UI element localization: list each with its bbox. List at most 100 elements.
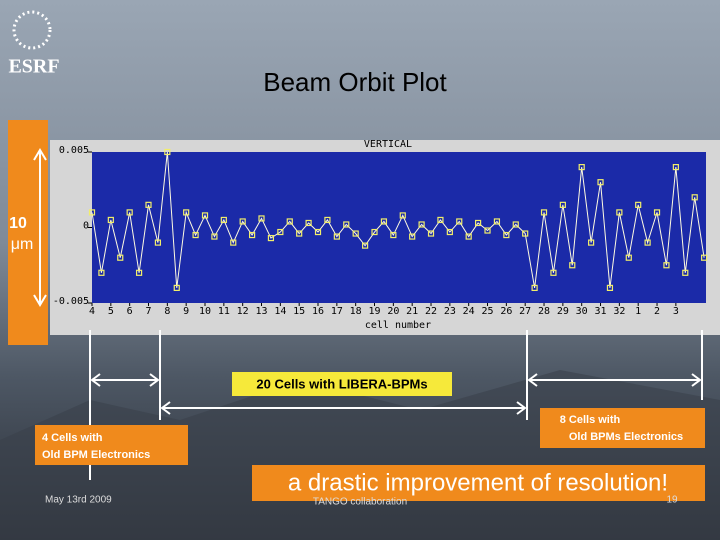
point [201, 212, 209, 219]
point [296, 230, 303, 237]
x-tick-label: 27 [519, 306, 531, 317]
point [682, 269, 689, 276]
point [352, 230, 359, 237]
x-tick-label: 26 [500, 306, 512, 317]
point [644, 239, 651, 246]
point [135, 269, 143, 276]
point [164, 148, 171, 156]
point [475, 219, 482, 227]
plot-area [92, 152, 706, 303]
x-tick-label: 9 [183, 306, 189, 317]
headline-box [252, 465, 705, 501]
point [324, 216, 331, 224]
label-right: Old BPMs Electronics [569, 431, 683, 443]
x-tick-label: 17 [331, 306, 343, 317]
point [314, 228, 322, 236]
point [437, 216, 444, 224]
x-tick-label: 23 [444, 306, 456, 317]
point [616, 209, 623, 216]
point [380, 218, 388, 225]
x-tick-label: 31 [595, 306, 607, 317]
chart-title: VERTICAL [364, 139, 412, 150]
point [183, 209, 190, 216]
point [343, 221, 350, 228]
point [550, 269, 557, 276]
label-box [540, 408, 705, 448]
x-tick-label: 8 [164, 306, 170, 317]
label-left: 4 Cells with [42, 432, 103, 444]
point [691, 194, 698, 201]
point [588, 239, 595, 246]
point [512, 221, 519, 228]
x-tick-label: 19 [368, 306, 380, 317]
x-tick-label: 12 [237, 306, 249, 317]
point [230, 239, 237, 246]
x-tick-label: 4 [89, 306, 95, 317]
label-left: Old BPM Electronics [42, 449, 150, 461]
x-tick-label: 18 [350, 306, 362, 317]
point [597, 179, 604, 186]
point [371, 228, 378, 236]
x-tick-label: 30 [576, 306, 588, 317]
x-tick-label: 5 [108, 306, 114, 317]
point [569, 262, 576, 269]
point [540, 209, 548, 216]
point [258, 215, 265, 222]
point [446, 228, 453, 236]
x-tick-label: 2 [654, 306, 660, 317]
scale-number: 10 [9, 215, 27, 232]
point [484, 227, 491, 234]
date: May 13rd 2009 [45, 495, 112, 506]
x-tick-label: 24 [463, 306, 475, 317]
x-tick-label: 32 [613, 306, 625, 317]
x-tick-label: 28 [538, 306, 550, 317]
point [456, 218, 463, 225]
point [409, 233, 416, 240]
point [88, 209, 96, 216]
point [399, 212, 406, 219]
point [248, 231, 256, 239]
point [239, 218, 246, 225]
point [465, 233, 472, 240]
x-tick-label: 15 [293, 306, 305, 317]
y-tick-label: 0.005 [59, 145, 89, 156]
point [126, 209, 133, 216]
point [192, 231, 199, 239]
point [493, 218, 501, 225]
point [107, 216, 114, 224]
point [390, 231, 397, 239]
x-tick-label: 11 [218, 306, 230, 317]
page-number: 19 [666, 495, 678, 506]
point [286, 218, 293, 225]
headline: a drastic improvement of resolution! [288, 469, 668, 496]
y-tick-label: 0 [83, 221, 89, 232]
point [154, 239, 162, 246]
series-line [91, 151, 705, 288]
x-tick-label: 3 [673, 306, 679, 317]
x-tick-label: 16 [312, 306, 324, 317]
x-axis-label: cell number [365, 320, 431, 331]
point [220, 216, 227, 224]
range-markers [89, 330, 703, 480]
point [635, 201, 642, 208]
label-box [35, 425, 188, 465]
x-tick-label: 25 [481, 306, 493, 317]
x-tick-label: 20 [387, 306, 399, 317]
point [267, 234, 275, 242]
x-tick-label: 7 [145, 306, 151, 317]
footer: TANGO collaboration [313, 497, 407, 508]
point [418, 221, 425, 228]
label-right: 8 Cells with [560, 414, 621, 426]
point [653, 209, 661, 216]
x-tick-label: 14 [274, 306, 286, 317]
point [117, 254, 124, 261]
x-tick-label: 29 [557, 306, 569, 317]
point [559, 201, 566, 208]
x-tick-label: 1 [635, 306, 641, 317]
logo-mark [12, 10, 52, 50]
point [578, 164, 585, 171]
x-tick-label: 6 [127, 306, 133, 317]
x-tick-label: 13 [255, 306, 267, 317]
